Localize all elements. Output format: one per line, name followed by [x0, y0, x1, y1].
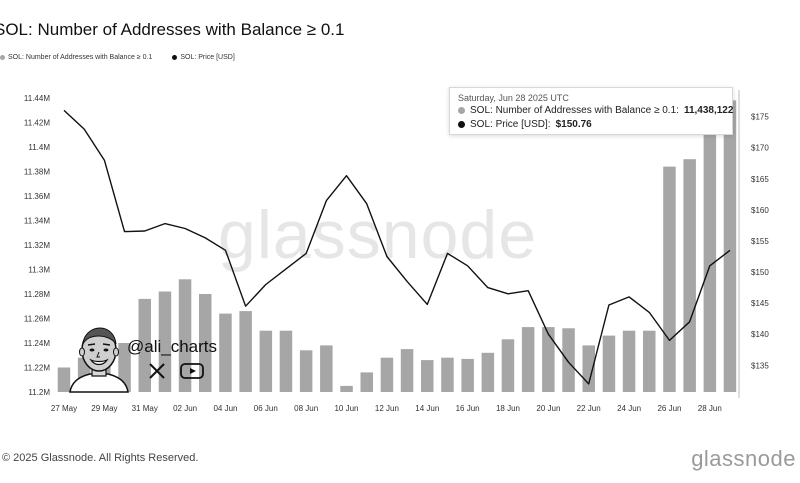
bar — [360, 372, 373, 392]
y-left-tick-label: 11.24M — [24, 339, 50, 348]
legend: SOL: Number of Addresses with Balance ≥ … — [0, 54, 235, 61]
tooltip-dot-icon — [458, 121, 465, 128]
bar — [279, 330, 293, 392]
y-right-tick-label: $145 — [751, 299, 769, 308]
y-right-tick-label: $140 — [751, 330, 769, 339]
x-tick-label: 20 Jun — [536, 404, 560, 413]
y-left-tick-label: 11.32M — [24, 241, 50, 250]
bar — [138, 298, 151, 392]
bar — [441, 357, 454, 392]
y-right-tick-label: $175 — [751, 113, 769, 122]
y-right-tick-label: $160 — [751, 206, 769, 215]
y-left-tick-label: 11.4M — [28, 143, 50, 152]
bar — [380, 357, 394, 392]
bar — [299, 350, 313, 392]
bar — [421, 360, 434, 392]
brand-logo: glassnode — [691, 446, 796, 471]
bar — [643, 330, 656, 392]
x-tick-label: 27 May — [51, 404, 77, 413]
x-tick-label: 08 Jun — [294, 404, 318, 413]
x-tick-label: 29 May — [91, 404, 117, 413]
x-tick-label: 31 May — [132, 404, 158, 413]
bar — [683, 159, 696, 392]
y-left-tick-label: 11.2M — [28, 388, 50, 397]
tooltip-label-addresses: SOL: Number of Addresses with Balance ≥ … — [470, 105, 679, 116]
x-tick-label: 14 Jun — [415, 404, 439, 413]
bar — [703, 128, 717, 392]
tooltip: Saturday, Jun 28 2025 UTC SOL: Number of… — [449, 87, 733, 135]
youtube-icon[interactable] — [180, 362, 204, 380]
bar — [562, 328, 575, 392]
bar — [481, 352, 495, 392]
bar — [501, 339, 515, 392]
x-tick-label: 12 Jun — [375, 404, 399, 413]
tooltip-value-addresses: 11,438,122 — [683, 105, 734, 116]
bar — [521, 327, 535, 392]
x-logo-icon[interactable] — [148, 362, 166, 380]
legend-label-addresses: SOL: Number of Addresses with Balance ≥ … — [8, 54, 153, 61]
y-left-tick-label: 11.38M — [24, 168, 50, 177]
bar — [542, 327, 555, 392]
y-right-tick-label: $150 — [751, 268, 769, 277]
x-tick-label: 26 Jun — [657, 404, 681, 413]
y-left-tick-label: 11.26M — [24, 315, 50, 324]
x-tick-label: 24 Jun — [617, 404, 641, 413]
bar — [239, 311, 252, 392]
legend-dot-icon — [172, 55, 178, 60]
y-left-tick-label: 11.34M — [24, 217, 50, 226]
tooltip-value-price: $150.76 — [555, 119, 592, 130]
y-left-tick-label: 11.44M — [24, 94, 50, 103]
x-tick-label: 22 Jun — [577, 404, 601, 413]
bar — [461, 358, 474, 392]
price-line — [63, 109, 731, 385]
y-right-tick-label: $135 — [751, 361, 769, 370]
bar — [340, 385, 353, 392]
x-tick-label: 16 Jun — [456, 404, 480, 413]
legend-item-price[interactable]: SOL: Price [USD] — [172, 54, 235, 61]
x-tick-label: 02 Jun — [173, 404, 197, 413]
avatar-illustration-icon — [69, 327, 129, 393]
y-left-tick-label: 11.28M — [24, 290, 50, 299]
legend-label-price: SOL: Price [USD] — [180, 54, 235, 61]
y-right-tick-label: $170 — [751, 144, 769, 153]
y-left-tick-label: 11.3M — [28, 266, 50, 275]
bar — [219, 313, 232, 392]
x-tick-label: 06 Jun — [254, 404, 278, 413]
x-tick-label: 10 Jun — [334, 404, 358, 413]
social-icons — [148, 362, 204, 380]
tooltip-row-addresses: SOL: Number of Addresses with Balance ≥ … — [458, 105, 733, 116]
bar — [622, 330, 636, 392]
bar — [723, 100, 737, 393]
x-tick-label: 28 Jun — [698, 404, 722, 413]
y-left-tick-label: 11.36M — [24, 192, 50, 201]
bar — [320, 345, 333, 392]
tooltip-label-price: SOL: Price [USD]: — [470, 119, 551, 130]
bar — [400, 349, 414, 392]
watermark: glassnode — [218, 197, 538, 273]
x-tick-label: 04 Jun — [213, 404, 237, 413]
social-handle: @ali_charts — [127, 337, 218, 356]
tooltip-row-price: SOL: Price [USD]: $150.76 — [458, 119, 592, 130]
bar — [602, 335, 616, 392]
x-tick-label: 18 Jun — [496, 404, 520, 413]
y-left-tick-label: 11.22M — [24, 364, 50, 373]
y-right-tick-label: $155 — [751, 237, 769, 246]
y-right-tick-label: $165 — [751, 175, 769, 184]
chart-title: SOL: Number of Addresses with Balance ≥ … — [0, 20, 345, 39]
bar — [57, 367, 71, 392]
tooltip-dot-icon — [458, 107, 465, 114]
y-left-tick-label: 11.42M — [24, 119, 50, 128]
tooltip-date: Saturday, Jun 28 2025 UTC — [458, 93, 569, 103]
bar — [663, 166, 676, 392]
legend-dot-icon — [0, 55, 5, 60]
bar — [259, 330, 273, 392]
legend-item-addresses[interactable]: SOL: Number of Addresses with Balance ≥ … — [0, 54, 152, 61]
copyright: © 2025 Glassnode. All Rights Reserved. — [2, 452, 199, 464]
